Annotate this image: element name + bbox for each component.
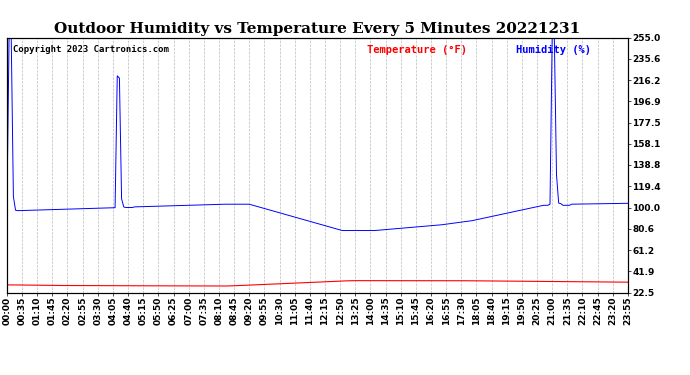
Text: Temperature (°F): Temperature (°F) bbox=[367, 45, 467, 55]
Text: Humidity (%): Humidity (%) bbox=[516, 45, 591, 55]
Text: Copyright 2023 Cartronics.com: Copyright 2023 Cartronics.com bbox=[13, 45, 169, 54]
Title: Outdoor Humidity vs Temperature Every 5 Minutes 20221231: Outdoor Humidity vs Temperature Every 5 … bbox=[55, 22, 580, 36]
